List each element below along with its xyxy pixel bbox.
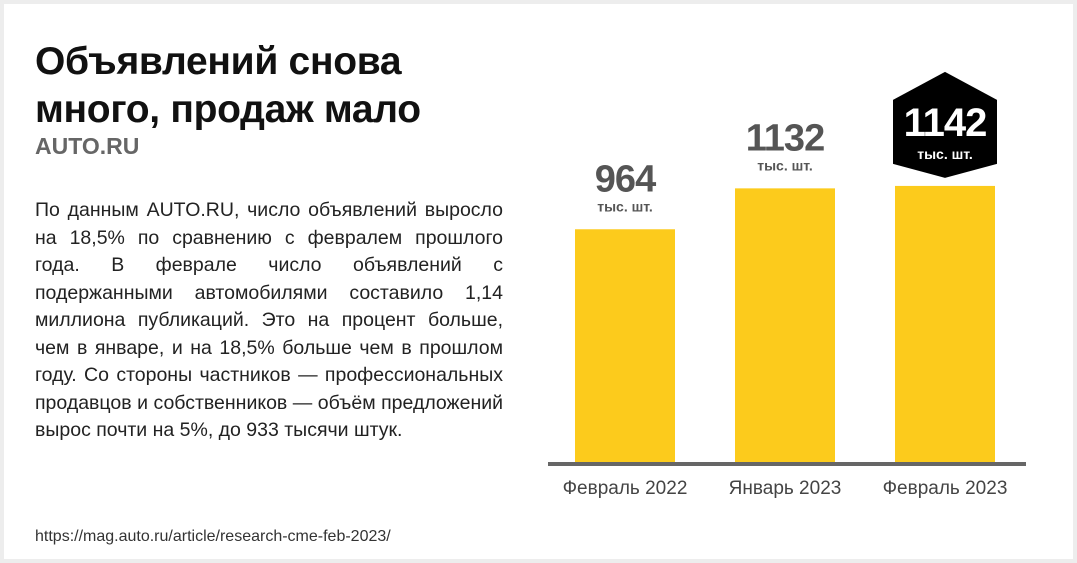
source-link[interactable]: https://mag.auto.ru/article/research-cme…	[35, 528, 391, 545]
category-label-1: Февраль 2022	[563, 478, 688, 499]
value-label-2: 1132	[746, 117, 824, 159]
value-label-3: 1142	[904, 101, 987, 145]
page-title: Объявлений снова много, продаж мало	[35, 38, 535, 134]
value-label-1: 964	[595, 158, 656, 200]
title-line-1: Объявлений снова	[35, 40, 402, 83]
unit-label-2: тыс. шт.	[757, 157, 813, 173]
body-paragraph: По данным AUTO.RU, число объявлений выро…	[35, 199, 503, 441]
title-line-2: много, продаж мало	[35, 88, 421, 131]
bar-1	[575, 229, 675, 464]
category-label-2: Январь 2023	[729, 478, 842, 499]
source-brand: AUTO.RU	[35, 133, 140, 159]
bar-2	[735, 188, 835, 464]
infographic-card: Объявлений снова много, продаж мало AUTO…	[4, 4, 1073, 559]
highlight-badge	[893, 71, 997, 178]
unit-label-1: тыс. шт.	[597, 198, 653, 214]
bar-3	[895, 185, 995, 464]
unit-label-3: тыс. шт.	[917, 146, 973, 162]
category-label-3: Февраль 2023	[883, 478, 1008, 499]
